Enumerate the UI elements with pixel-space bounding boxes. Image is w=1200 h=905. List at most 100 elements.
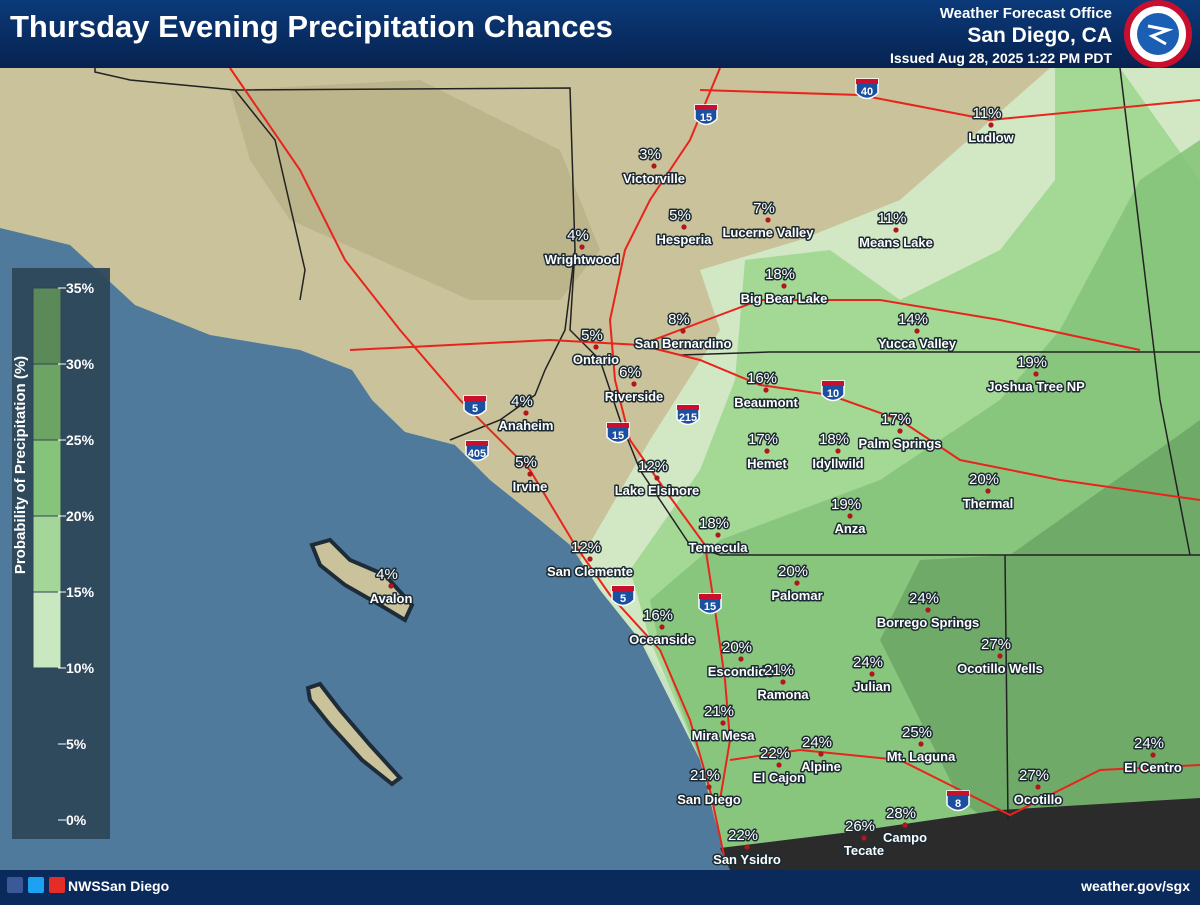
precip-chance: 25% xyxy=(902,724,932,741)
road xyxy=(699,89,1200,122)
city-name: Palomar xyxy=(771,588,822,603)
road xyxy=(639,299,1141,351)
precip-chance: 4% xyxy=(511,393,533,410)
city-dot xyxy=(893,227,899,233)
city-dot xyxy=(659,624,665,630)
city-dot xyxy=(897,428,903,434)
city-name: Lake Elsinore xyxy=(615,483,700,498)
website[interactable]: weather.gov/sgx xyxy=(1080,878,1190,894)
city-dot xyxy=(1033,371,1039,377)
precip-chance: 27% xyxy=(1019,767,1049,784)
city-dot xyxy=(587,556,593,562)
legend-tick-label: 25% xyxy=(66,432,95,448)
city-name: Palm Springs xyxy=(858,436,941,451)
precip-chance: 11% xyxy=(973,105,1002,122)
road xyxy=(608,67,732,801)
legend-tick-label: 15% xyxy=(66,584,95,600)
office-location: San Diego, CA xyxy=(967,24,1112,47)
mountains xyxy=(230,80,600,300)
precip-chance: 14% xyxy=(898,311,928,328)
city-dot xyxy=(527,471,533,477)
city-name: Anaheim xyxy=(499,418,554,433)
city-name: Avalon xyxy=(370,591,413,606)
city-name: Ludlow xyxy=(968,130,1014,145)
highway-number: 5 xyxy=(472,403,478,415)
road xyxy=(349,338,1200,501)
city-dot xyxy=(780,679,786,685)
social-handle[interactable]: NWSSan Diego xyxy=(68,878,169,894)
legend-swatch xyxy=(32,439,62,517)
city-dot xyxy=(985,488,991,494)
precip-chance: 18% xyxy=(765,266,795,283)
city-dot xyxy=(869,671,875,677)
city-name: Campo xyxy=(883,830,927,845)
precip-chance: 21% xyxy=(764,662,794,679)
highway-shield-top xyxy=(856,79,878,84)
facebook-icon[interactable] xyxy=(7,877,23,893)
city-name: Ocotillo Wells xyxy=(957,661,1043,676)
precip-chance: 24% xyxy=(853,654,883,671)
precip-chance: 18% xyxy=(819,431,849,448)
county-line xyxy=(1119,67,1191,556)
city-dot xyxy=(918,741,924,747)
city-name: Riverside xyxy=(605,389,664,404)
precip-chance: 6% xyxy=(619,364,641,381)
precip-chance: 18% xyxy=(699,515,729,532)
precip-chance: 5% xyxy=(515,454,537,471)
highway-number: 215 xyxy=(679,412,697,424)
city-dot xyxy=(997,653,1003,659)
city-name: Mira Mesa xyxy=(692,728,756,743)
city-name: El Centro xyxy=(1124,760,1182,775)
precip-chance: 17% xyxy=(881,411,911,428)
precip-chance: 5% xyxy=(669,207,691,224)
city-dot xyxy=(847,513,853,519)
city-dot xyxy=(579,244,585,250)
city-name: Tecate xyxy=(844,843,884,858)
county-line xyxy=(679,351,1200,356)
city-name: Alpine xyxy=(801,759,841,774)
youtube-icon[interactable] xyxy=(49,877,65,893)
legend-swatch xyxy=(32,515,62,593)
highway-number: 15 xyxy=(704,601,716,613)
county-lines xyxy=(94,67,1200,821)
city-name: Beaumont xyxy=(734,395,798,410)
highway-shield-top xyxy=(695,105,717,110)
precip-chance: 16% xyxy=(747,370,777,387)
county-line xyxy=(569,249,1200,556)
city-dot xyxy=(631,381,637,387)
city-dot xyxy=(720,720,726,726)
precip-chance: 4% xyxy=(567,227,589,244)
city-dot xyxy=(914,328,920,334)
city-dot xyxy=(763,387,769,393)
county-line xyxy=(1004,554,1009,821)
city-name: San Bernardino xyxy=(635,336,732,351)
legend-tick-label: 30% xyxy=(66,356,95,372)
highway-number: 8 xyxy=(955,798,961,810)
highway-number: 15 xyxy=(700,112,712,124)
twitter-icon[interactable] xyxy=(28,877,44,893)
city-name: Temecula xyxy=(688,540,748,555)
city-name: Yucca Valley xyxy=(878,336,957,351)
title: Thursday Evening Precipitation Chances xyxy=(10,9,613,44)
city-name: Borrego Springs xyxy=(877,615,980,630)
city-dot xyxy=(818,751,824,757)
precip-chance: 5% xyxy=(581,327,603,344)
precip-chance: 24% xyxy=(1134,735,1164,752)
highway-number: 10 xyxy=(827,388,839,400)
highway-number: 5 xyxy=(620,593,626,605)
precip-chance: 19% xyxy=(1017,354,1047,371)
city-dot xyxy=(988,122,994,128)
legend-title: Probability of Precipitation (%) xyxy=(12,356,29,574)
legend-tick-label: 0% xyxy=(66,812,87,828)
city-dot xyxy=(738,656,744,662)
precip-chance: 12% xyxy=(571,539,601,556)
precip-chance: 27% xyxy=(981,636,1011,653)
city-name: El Cajon xyxy=(753,770,805,785)
precip-chance: 22% xyxy=(760,745,790,762)
precip-chance: 21% xyxy=(690,767,720,784)
places: 11% Ludlow 3% Victorville 5% Hesperia 7% Lucern… xyxy=(368,104,1183,869)
highway-shield-top xyxy=(822,381,844,386)
city-name: Victorville xyxy=(623,171,685,186)
precip-chance: 3% xyxy=(639,146,661,163)
legend-swatch xyxy=(32,363,62,441)
